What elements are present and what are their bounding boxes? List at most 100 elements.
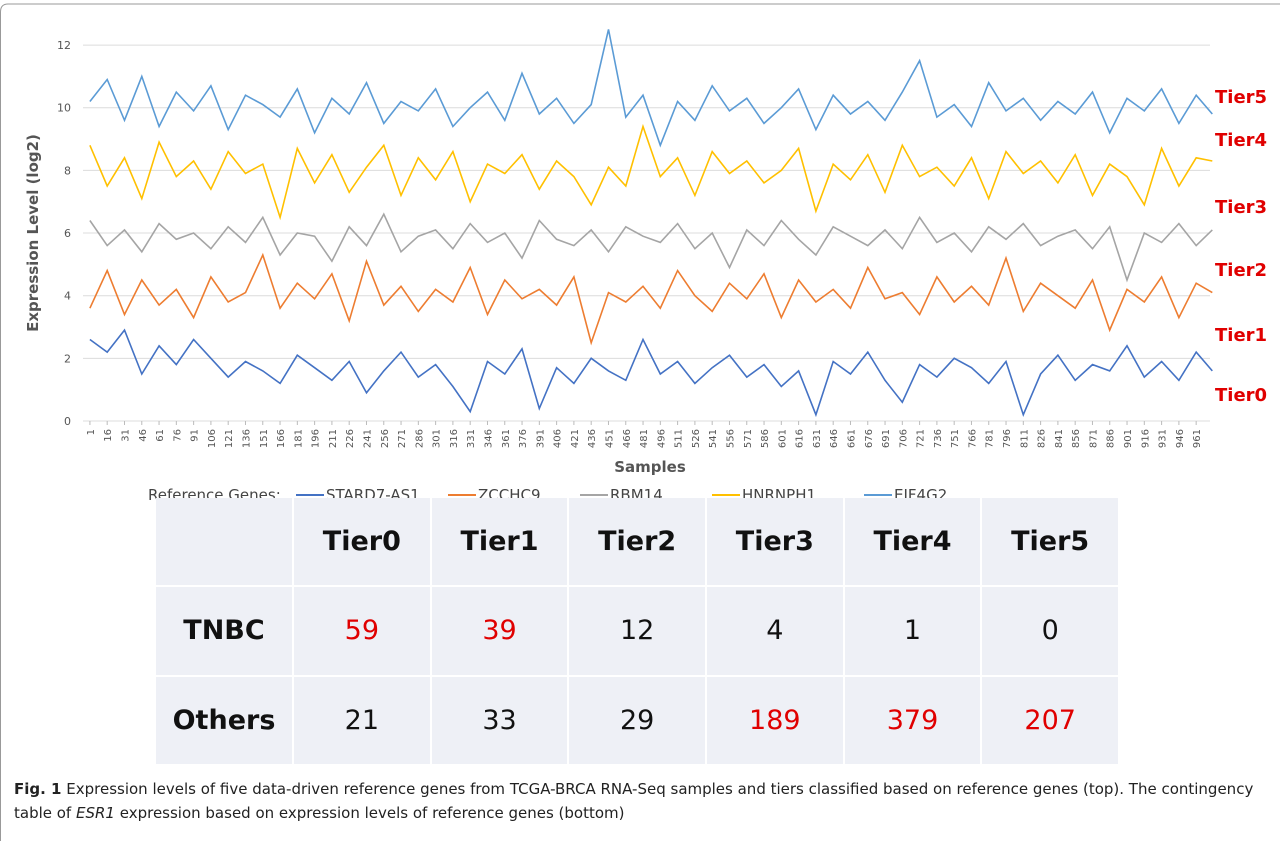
x-tick-label: 91 bbox=[190, 429, 201, 442]
table-cell: 207 bbox=[982, 676, 1120, 766]
x-tick-label: 601 bbox=[777, 429, 788, 448]
x-tick-label: 181 bbox=[293, 429, 304, 448]
table-cell: 0 bbox=[982, 587, 1120, 677]
x-tick-label: 436 bbox=[587, 429, 598, 448]
y-tick-label: 0 bbox=[64, 415, 71, 428]
x-tick-label: 766 bbox=[967, 429, 978, 448]
x-tick-label: 586 bbox=[760, 429, 771, 448]
x-tick-label: 811 bbox=[1019, 429, 1030, 448]
x-tick-label: 481 bbox=[639, 429, 650, 448]
x-tick-label: 61 bbox=[155, 429, 166, 442]
x-tick-label: 961 bbox=[1192, 429, 1203, 448]
x-tick-label: 31 bbox=[120, 429, 131, 442]
x-tick-label: 796 bbox=[1002, 429, 1013, 448]
line bbox=[89, 123, 1213, 221]
line bbox=[89, 212, 1213, 283]
figure-border bbox=[0, 3, 1280, 841]
table-cell: 1 bbox=[844, 587, 983, 677]
x-tick-label: 271 bbox=[397, 429, 408, 448]
table-cell: 29 bbox=[569, 676, 707, 766]
tier-label: Tier4 bbox=[1215, 130, 1267, 151]
x-tick-label: 736 bbox=[933, 429, 944, 448]
column-header: Tier0 bbox=[294, 498, 432, 588]
x-tick-label: 631 bbox=[812, 429, 823, 448]
x-tick-label: 391 bbox=[535, 429, 546, 448]
table-cell: 4 bbox=[707, 587, 845, 677]
x-tick-label: 286 bbox=[414, 429, 425, 448]
x-tick-label: 721 bbox=[916, 429, 927, 448]
x-tick-label: 511 bbox=[674, 429, 685, 448]
caption-label: Fig. 1 bbox=[14, 780, 62, 798]
y-tick-label: 12 bbox=[57, 39, 71, 52]
x-tick-label: 871 bbox=[1088, 429, 1099, 448]
x-tick-label: 916 bbox=[1140, 429, 1151, 448]
x-tick-label: 16 bbox=[103, 429, 114, 442]
x-tick-label: 526 bbox=[691, 429, 702, 448]
x-tick-label: 616 bbox=[795, 429, 806, 448]
caption: Fig. 1 Expression levels of five data-dr… bbox=[14, 777, 1264, 825]
x-tick-label: 706 bbox=[898, 429, 909, 448]
line bbox=[89, 29, 1213, 148]
x-tick-label: 346 bbox=[483, 429, 494, 448]
contingency-table: Tier0 Tier1 Tier2 Tier3 Tier4 Tier5 TNBC 59 39 12… bbox=[156, 498, 1120, 766]
x-tick-label: 781 bbox=[985, 429, 996, 448]
line bbox=[89, 252, 1213, 346]
x-tick-label: 316 bbox=[449, 429, 460, 448]
table-cell: 189 bbox=[707, 676, 845, 766]
tier-label: Tier1 bbox=[1215, 325, 1267, 346]
x-tick-label: 886 bbox=[1106, 429, 1117, 448]
x-tick-label: 106 bbox=[207, 429, 218, 448]
x-tick-label: 421 bbox=[570, 429, 581, 448]
x-tick-label: 121 bbox=[224, 429, 235, 448]
x-tick-label: 406 bbox=[553, 429, 564, 448]
table-cell: 379 bbox=[844, 676, 983, 766]
x-tick-label: 1 bbox=[86, 429, 97, 435]
column-header: Tier2 bbox=[569, 498, 707, 588]
x-tick-label: 751 bbox=[950, 429, 961, 448]
x-tick-label: 241 bbox=[362, 429, 373, 448]
x-tick-label: 226 bbox=[345, 429, 356, 448]
column-header: Tier1 bbox=[431, 498, 570, 588]
y-tick-label: 10 bbox=[57, 102, 71, 115]
caption-text: expression based on expression levels of… bbox=[114, 804, 625, 822]
y-tick-label: 6 bbox=[64, 227, 71, 240]
x-tick-label: 571 bbox=[743, 429, 754, 448]
column-header: Tier3 bbox=[707, 498, 845, 588]
x-tick-label: 376 bbox=[518, 429, 529, 448]
x-tick-label: 841 bbox=[1054, 429, 1065, 448]
x-tick-label: 211 bbox=[328, 429, 339, 448]
table-cell: 21 bbox=[294, 676, 432, 766]
y-tick-label: 2 bbox=[64, 352, 71, 365]
column-header: Tier5 bbox=[982, 498, 1120, 588]
x-tick-label: 466 bbox=[622, 429, 633, 448]
row-header: TNBC bbox=[156, 587, 294, 677]
y-axis-label: Expression Level (log2) bbox=[24, 134, 42, 332]
x-tick-label: 946 bbox=[1175, 429, 1186, 448]
x-tick-label: 646 bbox=[829, 429, 840, 448]
table-corner bbox=[156, 498, 294, 588]
x-tick-label: 136 bbox=[241, 429, 252, 448]
table-cell: 12 bbox=[569, 587, 707, 677]
x-tick-label: 196 bbox=[311, 429, 322, 448]
x-tick-label: 361 bbox=[501, 429, 512, 448]
x-tick-label: 541 bbox=[708, 429, 719, 448]
x-tick-label: 496 bbox=[656, 429, 667, 448]
tier-label: Tier2 bbox=[1215, 260, 1267, 281]
row-header: Others bbox=[156, 676, 294, 766]
x-tick-label: 331 bbox=[466, 429, 477, 448]
x-tick-label: 301 bbox=[432, 429, 443, 448]
x-tick-label: 691 bbox=[881, 429, 892, 448]
caption-text: Expression levels of five data-driven re… bbox=[14, 780, 1254, 822]
x-tick-label: 556 bbox=[725, 429, 736, 448]
table-cell: 33 bbox=[431, 676, 570, 766]
x-tick-label: 46 bbox=[138, 429, 149, 442]
x-tick-label: 661 bbox=[846, 429, 857, 448]
x-tick-label: 826 bbox=[1037, 429, 1048, 448]
tier-label: Tier0 bbox=[1215, 385, 1267, 406]
x-tick-label: 901 bbox=[1123, 429, 1134, 448]
x-tick-label: 256 bbox=[380, 429, 391, 448]
x-tick-label: 166 bbox=[276, 429, 287, 448]
x-tick-label: 76 bbox=[172, 429, 183, 442]
tier-label: Tier3 bbox=[1215, 197, 1267, 218]
